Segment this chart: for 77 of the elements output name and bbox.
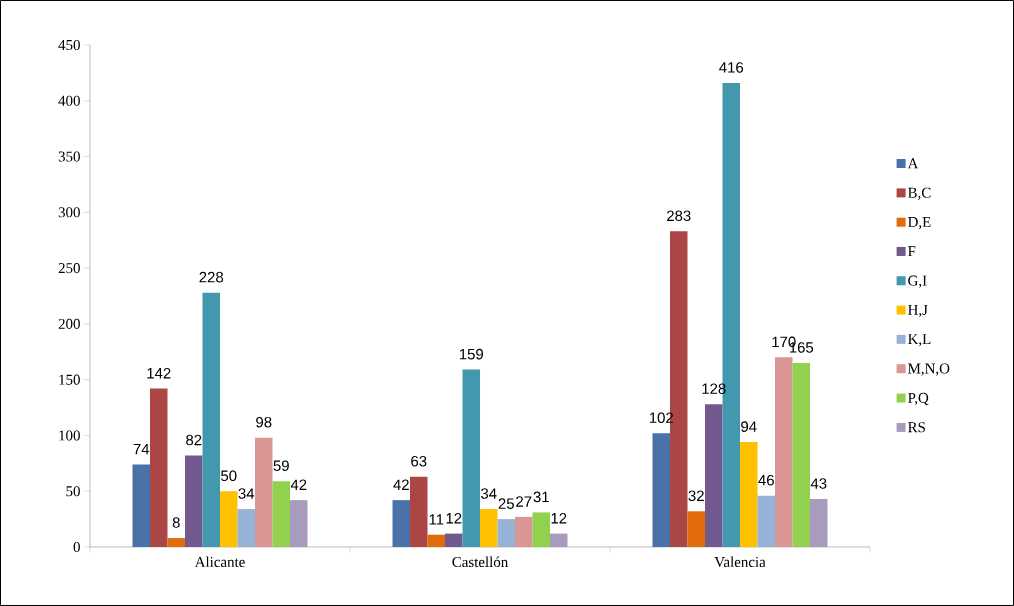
data-label: 283 bbox=[667, 210, 691, 222]
data-label: 11 bbox=[429, 514, 444, 525]
data-label: 228 bbox=[199, 271, 224, 283]
data-label: 32 bbox=[688, 490, 704, 502]
bar bbox=[167, 538, 186, 547]
legend-label: D,E bbox=[908, 217, 931, 230]
bar bbox=[550, 533, 568, 547]
bar bbox=[757, 495, 776, 547]
bar bbox=[150, 388, 168, 547]
data-label: 63 bbox=[411, 455, 427, 467]
y-tick-label: 350 bbox=[58, 151, 80, 162]
data-label: 46 bbox=[758, 474, 774, 486]
legend-label: M,N,O bbox=[908, 363, 950, 376]
bar bbox=[392, 500, 411, 547]
bar bbox=[497, 519, 516, 547]
data-label: 50 bbox=[221, 470, 237, 481]
y-tick-label: 200 bbox=[58, 318, 80, 329]
data-label: 159 bbox=[459, 348, 483, 360]
y-tick-label: 400 bbox=[58, 95, 80, 106]
bar bbox=[480, 509, 498, 547]
data-label: 31 bbox=[533, 491, 549, 503]
bar bbox=[272, 481, 291, 547]
y-tick-label: 450 bbox=[58, 39, 80, 51]
data-label: 82 bbox=[186, 434, 202, 446]
bar bbox=[740, 442, 758, 547]
bar bbox=[705, 404, 723, 547]
bar bbox=[810, 499, 828, 547]
data-label: 25 bbox=[498, 498, 514, 509]
bar bbox=[427, 534, 446, 547]
legend-label: G,I bbox=[908, 275, 927, 288]
y-tick-label: 300 bbox=[58, 207, 80, 218]
y-tick-label: 0 bbox=[73, 541, 80, 553]
data-label: 27 bbox=[516, 496, 532, 507]
data-label: 34 bbox=[238, 488, 255, 499]
bar bbox=[202, 292, 221, 547]
legend-label: A bbox=[907, 158, 919, 169]
legend-label: B,C bbox=[908, 187, 931, 200]
x-tick-label: Valencia bbox=[714, 556, 766, 568]
bar bbox=[185, 455, 203, 547]
legend-label: F bbox=[908, 246, 916, 257]
y-tick-label: 100 bbox=[59, 430, 80, 441]
bar bbox=[445, 533, 463, 547]
bar bbox=[792, 362, 811, 547]
x-tick-label: Castellón bbox=[452, 556, 509, 568]
data-label: 416 bbox=[719, 62, 744, 73]
y-tick-label: 150 bbox=[59, 374, 80, 385]
bar bbox=[652, 433, 671, 547]
bar bbox=[515, 516, 533, 547]
legend-label: H,J bbox=[908, 304, 928, 318]
y-tick-label: 50 bbox=[66, 486, 80, 497]
bar bbox=[237, 509, 256, 547]
bar bbox=[532, 512, 551, 547]
data-label: 8 bbox=[172, 517, 180, 528]
bar bbox=[220, 491, 238, 547]
x-tick-label: Alicante bbox=[194, 556, 245, 568]
bar bbox=[775, 357, 793, 547]
bar bbox=[290, 500, 308, 547]
data-label: 43 bbox=[810, 478, 827, 489]
data-label: 12 bbox=[551, 512, 567, 524]
data-label: 142 bbox=[147, 367, 171, 379]
bar bbox=[410, 476, 428, 547]
y-tick-label: 250 bbox=[58, 263, 80, 274]
data-label: 12 bbox=[446, 512, 462, 524]
bar bbox=[255, 437, 273, 547]
data-label: 42 bbox=[393, 479, 409, 490]
bar bbox=[462, 369, 481, 547]
data-label: 42 bbox=[290, 479, 307, 490]
data-label: 59 bbox=[273, 460, 289, 471]
data-label: 74 bbox=[133, 443, 150, 455]
data-label: 34 bbox=[481, 488, 497, 499]
legend-label: RS bbox=[908, 422, 925, 433]
legend-label: K,L bbox=[908, 334, 931, 347]
data-label: 94 bbox=[741, 421, 757, 432]
bar bbox=[132, 464, 151, 547]
data-label: 98 bbox=[256, 416, 272, 428]
legend-label: P,Q bbox=[908, 392, 929, 406]
bar bbox=[687, 511, 706, 547]
